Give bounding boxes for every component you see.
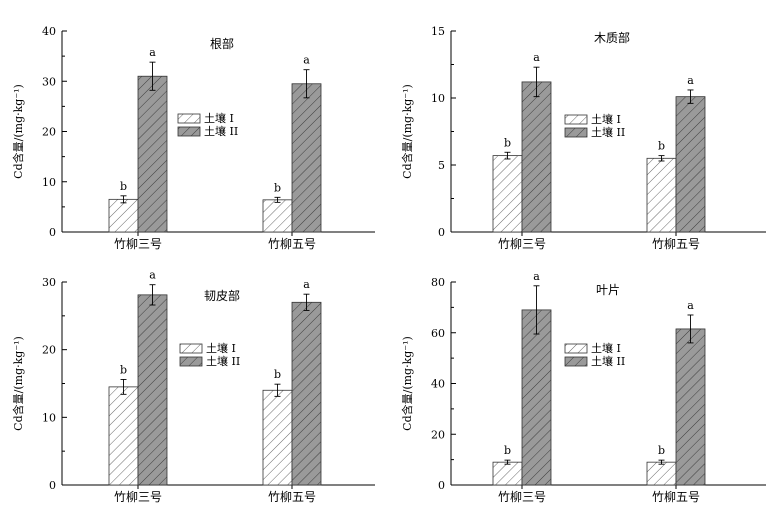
bar	[521, 81, 552, 233]
y-tick-label: 5	[438, 159, 445, 172]
bar	[675, 328, 706, 486]
legend-label: 土壤 I	[204, 111, 234, 125]
significance-label: b	[504, 136, 511, 149]
legend-swatch	[564, 114, 588, 125]
legend-swatch	[177, 126, 201, 137]
significance-label: a	[149, 269, 156, 282]
legend: 土壤 I土壤 II	[177, 111, 238, 138]
chart-panel-2: 0 5 10 15 Cd含量/(mg·kg⁻¹) 木质部 b b a a 竹柳三号 竹柳五号 土壤 I土…	[400, 25, 766, 251]
y-axis-label: Cd含量/(mg·kg⁻¹)	[400, 336, 414, 431]
significance-label: b	[274, 368, 281, 381]
significance-label: b	[120, 363, 127, 376]
legend-swatch	[564, 343, 588, 354]
legend-swatch	[177, 113, 201, 124]
significance-label: b	[658, 140, 665, 153]
bar	[137, 75, 168, 233]
bar	[291, 83, 322, 233]
category-label: 竹柳五号	[268, 490, 316, 504]
legend-label: 土壤 II	[206, 354, 240, 368]
legend: 土壤 I土壤 II	[564, 341, 625, 368]
chart-panel-3: 0 10 20 30 Cd含量/(mg·kg⁻¹) 韧皮部 b b a a 竹柳三号 竹柳五号 土壤 I…	[11, 269, 375, 504]
significance-label: a	[687, 74, 694, 87]
y-tick-label: 20	[42, 126, 56, 139]
legend-swatch	[564, 356, 588, 367]
y-tick-label: 10	[42, 176, 56, 189]
legend-swatch	[564, 127, 588, 138]
y-tick-label: 15	[431, 25, 445, 38]
significance-label: b	[274, 181, 281, 194]
bar	[675, 96, 706, 233]
category-label: 竹柳三号	[114, 237, 162, 251]
category-label: 竹柳三号	[114, 490, 162, 504]
bar	[137, 294, 168, 486]
legend-label: 土壤 I	[206, 341, 236, 355]
significance-label: a	[687, 299, 694, 312]
panel-title: 木质部	[594, 30, 630, 45]
y-tick-label: 0	[438, 479, 445, 492]
y-tick-label: 40	[42, 25, 56, 38]
y-tick-label: 80	[431, 276, 445, 289]
significance-label: b	[504, 444, 511, 457]
significance-label: a	[533, 51, 540, 64]
legend-swatch	[179, 343, 203, 354]
y-axis-label: Cd含量/(mg·kg⁻¹)	[11, 84, 25, 179]
legend: 土壤 I土壤 II	[179, 341, 240, 368]
y-tick-label: 60	[431, 327, 445, 340]
y-tick-label: 30	[42, 276, 56, 289]
bar	[108, 198, 139, 233]
significance-label: a	[533, 270, 540, 283]
y-tick-label: 20	[42, 344, 56, 357]
panel-title: 根部	[210, 36, 234, 51]
y-axis-label: Cd含量/(mg·kg⁻¹)	[400, 84, 414, 179]
bar	[291, 301, 322, 486]
y-tick-label: 30	[42, 75, 56, 88]
category-label: 竹柳五号	[268, 237, 316, 251]
legend-label: 土壤 I	[591, 112, 621, 126]
significance-label: b	[120, 180, 127, 193]
y-tick-label: 0	[438, 226, 445, 239]
legend: 土壤 I土壤 II	[564, 112, 625, 139]
y-tick-label: 10	[431, 92, 445, 105]
significance-label: a	[303, 278, 310, 291]
bar	[262, 199, 293, 233]
panel-title: 韧皮部	[204, 288, 240, 303]
bar	[521, 309, 552, 486]
significance-label: b	[658, 444, 665, 457]
significance-label: a	[149, 46, 156, 59]
legend-label: 土壤 II	[204, 124, 238, 138]
legend-label: 土壤 II	[591, 354, 625, 368]
chart-panel-4: 0 20 40 60 80 Cd含量/(mg·kg⁻¹) 叶片 b b a a 竹柳三号 竹柳五号 土壤 …	[400, 270, 766, 504]
y-tick-label: 10	[42, 411, 56, 424]
panel-title: 叶片	[596, 283, 620, 297]
bar	[108, 386, 139, 486]
y-tick-label: 20	[431, 428, 445, 441]
category-label: 竹柳五号	[652, 490, 700, 504]
y-tick-label: 0	[49, 479, 56, 492]
y-tick-label: 0	[49, 226, 56, 239]
bar	[492, 461, 523, 486]
y-tick-label: 40	[431, 378, 445, 391]
y-axis-label: Cd含量/(mg·kg⁻¹)	[11, 336, 25, 431]
category-label: 竹柳五号	[652, 237, 700, 251]
legend-label: 土壤 I	[591, 341, 621, 355]
bar	[646, 157, 677, 233]
legend-label: 土壤 II	[591, 125, 625, 139]
category-label: 竹柳三号	[498, 237, 546, 251]
significance-label: a	[303, 54, 310, 67]
bar	[646, 461, 677, 486]
chart-panel-1: 0 10 20 30 40 Cd含量/(mg·kg⁻¹) 根部 b b a a 竹柳三号 竹柳五号 土壤 …	[11, 25, 375, 251]
bar	[492, 155, 523, 233]
legend-swatch	[179, 356, 203, 367]
category-label: 竹柳三号	[498, 490, 546, 504]
bar	[262, 389, 293, 486]
